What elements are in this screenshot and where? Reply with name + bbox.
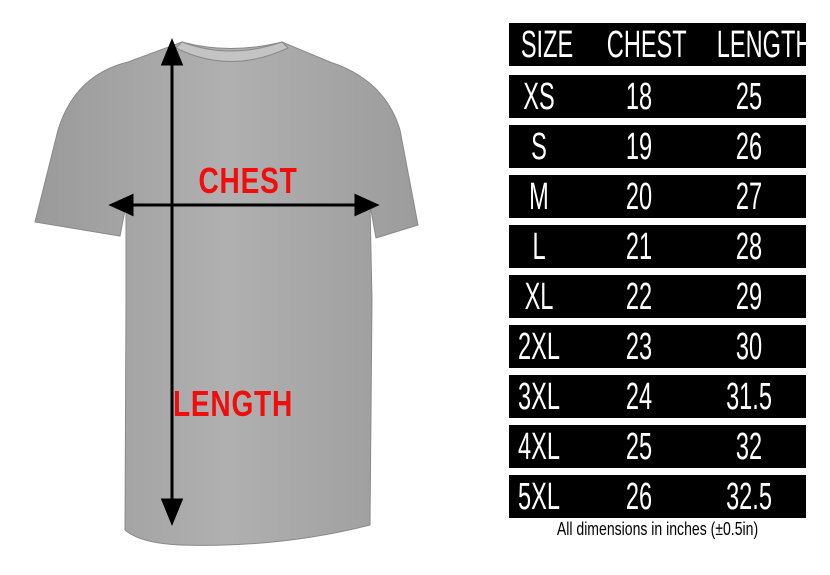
cell-size: 4XL — [518, 426, 560, 468]
cell-size: S — [531, 126, 547, 168]
cell-length: 25 — [735, 76, 763, 118]
cell-chest: 23 — [625, 326, 653, 368]
cell-length: 30 — [735, 326, 763, 368]
table-row: 5XL 26 32.5 — [509, 475, 806, 518]
table-row: XS 18 25 — [509, 75, 806, 118]
chest-arrow — [108, 193, 380, 217]
length-arrow — [160, 38, 184, 526]
cell-size: XL — [524, 276, 554, 318]
cell-size: 2XL — [518, 326, 560, 368]
cell-chest: 20 — [625, 176, 653, 218]
table-row: 4XL 25 32 — [509, 425, 806, 468]
chest-label: CHEST — [198, 160, 298, 201]
cell-chest: 18 — [625, 76, 653, 118]
cell-chest: 22 — [625, 276, 653, 318]
cell-size: 3XL — [518, 376, 560, 418]
cell-length: 32.5 — [726, 476, 772, 518]
tshirt-body — [34, 41, 419, 546]
tshirt-collar — [175, 41, 289, 62]
cell-chest: 19 — [625, 126, 653, 168]
cell-size: M — [529, 176, 549, 218]
cell-chest: 24 — [625, 376, 653, 418]
header-chest: CHEST — [606, 24, 687, 66]
header-size: SIZE — [520, 24, 574, 66]
table-row: S 19 26 — [509, 125, 806, 168]
cell-chest: 25 — [625, 426, 653, 468]
table-row: M 20 27 — [509, 175, 806, 218]
length-label: LENGTH — [172, 383, 294, 424]
cell-length: 32 — [735, 426, 763, 468]
table-row: 3XL 24 31.5 — [509, 375, 806, 418]
cell-size: 5XL — [518, 476, 560, 518]
cell-length: 31.5 — [726, 376, 772, 418]
cell-chest: 21 — [625, 226, 653, 268]
cell-chest: 26 — [625, 476, 653, 518]
tshirt-illustration — [34, 38, 419, 546]
table-row: XL 22 29 — [509, 275, 806, 318]
cell-size: XS — [523, 76, 555, 118]
table-row: L 21 28 — [509, 225, 806, 268]
cell-length: 27 — [735, 176, 763, 218]
cell-length: 28 — [735, 226, 763, 268]
cell-size: L — [532, 226, 546, 268]
dimensions-note: All dimensions in inches (±0.5in) — [556, 519, 759, 539]
table-row: 2XL 23 30 — [509, 325, 806, 368]
cell-length: 26 — [735, 126, 763, 168]
table-header: SIZE CHEST LENGTH — [509, 23, 813, 66]
cell-length: 29 — [735, 276, 763, 318]
header-length: LENGTH — [716, 24, 813, 66]
